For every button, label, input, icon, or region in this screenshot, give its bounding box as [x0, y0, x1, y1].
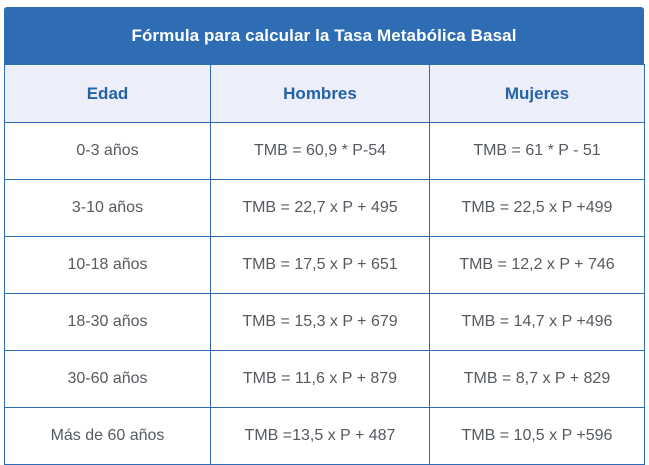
men-formula-cell: TMB = 60,9 * P-54 [210, 122, 430, 180]
age-cell: 10-18 años [4, 236, 211, 294]
table-row: 18-30 años TMB = 15,3 x P + 679 TMB = 14… [4, 293, 645, 351]
men-formula-cell: TMB =13,5 x P + 487 [210, 407, 430, 465]
women-formula-cell: TMB = 14,7 x P +496 [429, 293, 645, 351]
age-cell: 18-30 años [4, 293, 211, 351]
formula-table: Edad Hombres Mujeres 0-3 años TMB = 60,9… [4, 64, 645, 465]
men-formula-cell: TMB = 15,3 x P + 679 [210, 293, 430, 351]
bmr-formula-table: Fórmula para calcular la Tasa Metabólica… [4, 7, 645, 465]
column-header-women: Mujeres [429, 64, 645, 123]
men-formula-cell: TMB = 22,7 x P + 495 [210, 179, 430, 237]
table-row: 0-3 años TMB = 60,9 * P-54 TMB = 61 * P … [4, 122, 645, 180]
column-header-men: Hombres [210, 64, 430, 123]
table-row: 10-18 años TMB = 17,5 x P + 651 TMB = 12… [4, 236, 645, 294]
table-title: Fórmula para calcular la Tasa Metabólica… [4, 7, 644, 64]
women-formula-cell: TMB = 10,5 x P +596 [429, 407, 645, 465]
women-formula-cell: TMB = 12,2 x P + 746 [429, 236, 645, 294]
women-formula-cell: TMB = 22,5 x P +499 [429, 179, 645, 237]
table-row: Más de 60 años TMB =13,5 x P + 487 TMB =… [4, 407, 645, 465]
column-header-age: Edad [4, 64, 211, 123]
men-formula-cell: TMB = 17,5 x P + 651 [210, 236, 430, 294]
women-formula-cell: TMB = 61 * P - 51 [429, 122, 645, 180]
table-row: 30-60 años TMB = 11,6 x P + 879 TMB = 8,… [4, 350, 645, 408]
header-row: Edad Hombres Mujeres [4, 64, 645, 123]
age-cell: Más de 60 años [4, 407, 211, 465]
age-cell: 30-60 años [4, 350, 211, 408]
women-formula-cell: TMB = 8,7 x P + 829 [429, 350, 645, 408]
age-cell: 3-10 años [4, 179, 211, 237]
age-cell: 0-3 años [4, 122, 211, 180]
men-formula-cell: TMB = 11,6 x P + 879 [210, 350, 430, 408]
table-row: 3-10 años TMB = 22,7 x P + 495 TMB = 22,… [4, 179, 645, 237]
